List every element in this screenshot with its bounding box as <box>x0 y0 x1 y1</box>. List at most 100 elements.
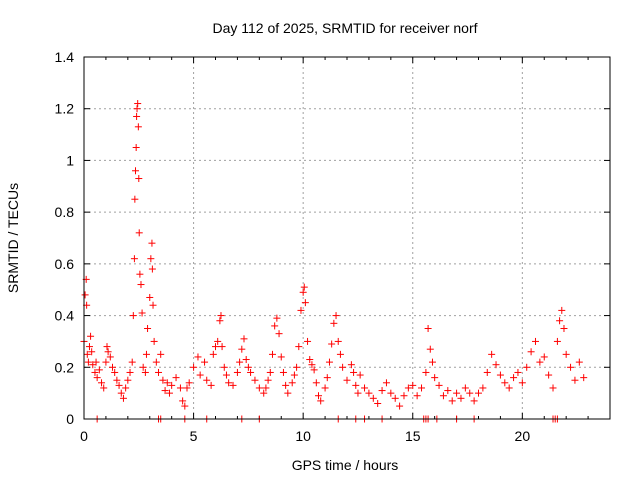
data-point <box>505 384 513 392</box>
data-point <box>475 389 482 397</box>
data-point <box>128 358 136 366</box>
data-point <box>141 368 149 376</box>
data-point <box>339 363 347 371</box>
data-point <box>142 350 150 358</box>
data-point <box>556 317 564 325</box>
data-point <box>466 389 474 397</box>
data-point <box>571 376 579 384</box>
data-point <box>240 335 248 343</box>
data-point <box>284 389 292 397</box>
data-point <box>214 337 222 345</box>
data-point <box>98 379 106 387</box>
data-point <box>575 358 583 366</box>
data-point <box>81 291 89 299</box>
data-point <box>277 353 285 361</box>
data-point <box>400 392 408 400</box>
data-point <box>365 389 373 397</box>
data-point <box>157 350 165 358</box>
y-tick-label: 1 <box>66 152 74 168</box>
data-point <box>194 353 202 361</box>
data-point <box>238 345 246 353</box>
data-point <box>233 368 241 376</box>
data-point <box>91 368 99 376</box>
data-point <box>130 255 138 263</box>
data-point <box>275 330 283 338</box>
data-point <box>273 314 281 322</box>
data-point <box>288 379 296 387</box>
data-point <box>304 337 312 345</box>
data-point <box>144 325 152 332</box>
data-point <box>207 381 215 389</box>
data-point <box>203 376 211 384</box>
data-point <box>553 337 561 345</box>
data-point <box>172 374 180 382</box>
data-point <box>147 255 155 263</box>
data-point <box>134 100 142 108</box>
data-point <box>133 112 141 120</box>
data-point <box>85 343 93 351</box>
y-tick-label: 0.2 <box>55 359 75 375</box>
data-point <box>457 394 465 402</box>
data-point <box>168 381 176 389</box>
data-point <box>560 325 568 332</box>
data-point <box>540 353 548 361</box>
data-point <box>135 175 143 183</box>
x-tick-label: 20 <box>515 428 531 444</box>
data-point <box>453 389 461 397</box>
data-point <box>190 363 198 371</box>
data-point <box>297 306 305 314</box>
data-point <box>332 312 340 320</box>
data-point <box>92 358 100 366</box>
data-point <box>343 376 351 384</box>
data-point <box>84 358 92 366</box>
data-point <box>378 387 386 395</box>
data-point <box>236 358 244 366</box>
data-point <box>247 368 255 376</box>
data-point <box>562 350 570 358</box>
data-point <box>325 358 333 366</box>
data-point <box>479 384 487 392</box>
data-point <box>111 368 119 376</box>
data-point <box>374 399 382 407</box>
data-point <box>136 270 144 278</box>
data-point <box>138 309 146 317</box>
data-point <box>328 340 336 348</box>
data-point <box>418 384 426 392</box>
data-point <box>422 368 430 376</box>
data-point <box>115 381 123 389</box>
data-point <box>413 392 421 400</box>
data-point <box>369 394 377 402</box>
data-point <box>244 363 252 371</box>
data-point <box>262 384 270 392</box>
data-point <box>396 402 404 410</box>
data-point <box>299 288 307 296</box>
data-point <box>290 371 298 379</box>
y-tick-label: 0 <box>66 411 74 427</box>
data-point <box>102 358 110 366</box>
data-point <box>126 368 134 376</box>
data-point <box>155 368 163 376</box>
data-point <box>135 229 143 237</box>
data-point <box>531 337 539 345</box>
data-point <box>435 381 443 389</box>
data-point <box>347 361 355 369</box>
data-point <box>88 348 96 356</box>
data-point <box>301 299 309 307</box>
data-point <box>501 379 509 387</box>
data-point <box>310 366 318 374</box>
data-point <box>159 376 167 384</box>
data-point <box>161 387 169 395</box>
data-point <box>439 392 447 400</box>
x-tick-label: 15 <box>405 428 421 444</box>
data-point <box>148 239 156 247</box>
data-point <box>306 356 314 364</box>
data-point <box>271 322 279 330</box>
data-point <box>409 381 417 389</box>
data-point <box>352 381 360 389</box>
data-point <box>260 389 268 397</box>
data-point <box>242 356 250 364</box>
data-point <box>87 332 95 340</box>
plot-frame <box>83 56 611 420</box>
data-point <box>321 384 329 392</box>
